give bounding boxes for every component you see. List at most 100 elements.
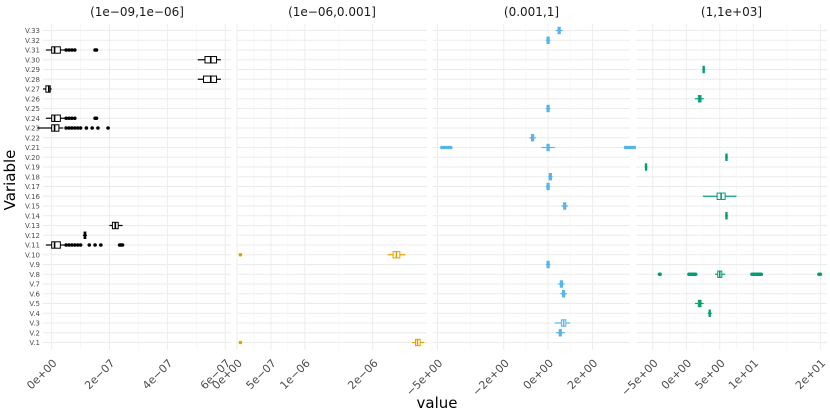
boxplot-v-17: [545, 182, 551, 191]
y-tick-label: V.18: [25, 173, 40, 181]
box-iqr: [51, 114, 61, 122]
outlier-point: [73, 126, 77, 130]
x-tick-label: 1e+01: [726, 357, 761, 392]
outlier-point: [73, 116, 77, 121]
y-tick-label: V.20: [25, 154, 40, 162]
y-tick-label: V.33: [25, 27, 40, 35]
outlier-point: [67, 243, 71, 247]
x-tick-label: 2e−07: [82, 357, 117, 392]
outlier-point: [106, 126, 110, 130]
boxplot-v-6: [560, 290, 567, 298]
x-tick-label: 4e−07: [140, 357, 175, 392]
outlier-point: [94, 48, 99, 52]
y-tick-label: V.7: [29, 281, 40, 289]
outlier-point: [73, 243, 77, 247]
boxplot-v-3: [554, 319, 571, 327]
boxplot-v-7: [558, 280, 565, 288]
x-tick-label: 0e+00: [521, 357, 556, 392]
boxplot-v-2: [555, 329, 565, 337]
outlier-point: [759, 272, 764, 277]
outlier-point: [64, 243, 68, 247]
outlier-point: [238, 340, 243, 345]
y-tick-label: V.26: [25, 95, 41, 103]
x-axis-title: value: [417, 394, 458, 412]
outlier-point: [818, 272, 823, 277]
y-tick-label: V.32: [25, 37, 40, 45]
facet-title: (0.001,1]: [504, 5, 559, 19]
outlier-point: [67, 48, 71, 52]
boxplot-v-31: [45, 46, 99, 54]
x-tick-label: −2e+00: [470, 357, 512, 399]
outlier-point: [658, 272, 662, 277]
boxplot-v-19: [644, 163, 648, 171]
x-tick-label: −5e+00: [404, 357, 446, 399]
x-tick-label: 0e+00: [24, 357, 59, 392]
y-tick-label: V.22: [25, 134, 40, 142]
y-tick-label: V.16: [25, 193, 41, 201]
x-tick-label: 1e−06: [277, 357, 312, 392]
boxplot-v-10: [238, 251, 406, 259]
boxplot-v-30: [197, 56, 221, 64]
y-tick-label: V.27: [25, 86, 40, 94]
y-tick-label: V.24: [25, 115, 41, 123]
y-axis-title: Variable: [1, 150, 19, 211]
boxplot-v-5: [694, 299, 704, 308]
outlier-point: [448, 145, 453, 150]
y-tick-label: V.23: [25, 125, 40, 133]
outlier-point: [70, 243, 74, 247]
boxplot-v-28: [197, 75, 221, 83]
facet-title: (1e−06,0.001]: [288, 5, 376, 19]
boxplot-v-18: [548, 173, 553, 181]
y-tick-label: V.12: [25, 232, 40, 240]
outlier-point: [99, 243, 103, 247]
boxplot-v-20: [725, 153, 728, 161]
x-tick-label: 2e+00: [565, 357, 600, 392]
outlier-point: [693, 272, 698, 277]
y-tick-label: V.4: [29, 310, 40, 318]
y-tick-label: V.2: [29, 329, 40, 337]
y-axis-tick-labels: V.1 V.2V.3 V.4 V.5 V.6V.7 V.8 V.9 V.10V.11 V.12 V…: [25, 27, 41, 347]
outlier-point: [93, 243, 97, 247]
x-tick-label: 2e−06: [345, 357, 380, 392]
boxplot-v-22: [529, 134, 536, 142]
y-tick-label: V.19: [25, 164, 40, 172]
outlier-point: [632, 145, 637, 150]
boxplot-v-16: [703, 192, 737, 200]
boxplot-v-12: [82, 231, 87, 239]
boxplot-v-24: [45, 114, 99, 122]
box-iqr: [51, 46, 61, 54]
y-tick-label: V.31: [25, 47, 40, 55]
outlier-point: [64, 48, 68, 52]
outlier-point: [87, 243, 92, 247]
facet-title: (1e−09,1e−06]: [90, 5, 184, 19]
outlier-point: [120, 243, 125, 247]
y-tick-label: V.6: [29, 290, 40, 298]
y-tick-label: V.11: [25, 242, 40, 250]
outlier-point: [75, 126, 80, 130]
y-tick-label: V.3: [29, 320, 40, 328]
facet-panels: V.1 V.2V.3 V.4 V.5 V.6V.7 V.8 V.9 V.10V.11 V.12 V…: [24, 5, 828, 399]
y-tick-label: V.13: [25, 222, 40, 230]
boxplot-v-14: [725, 212, 728, 220]
outlier-point: [78, 126, 83, 130]
x-tick-label: 0e+00: [659, 357, 694, 392]
outlier-point: [96, 126, 100, 130]
y-tick-label: V.21: [25, 144, 40, 152]
outlier-point: [67, 126, 71, 130]
outlier-point: [64, 116, 68, 121]
x-tick-label: 5e−07: [244, 357, 279, 392]
outlier-point: [238, 252, 243, 257]
boxplot-v-21: [440, 143, 637, 152]
outlier-point: [94, 116, 99, 121]
outlier-point: [75, 243, 80, 247]
boxplot-v-26: [694, 95, 704, 103]
y-tick-label: V.5: [29, 300, 40, 308]
outlier-point: [67, 116, 71, 121]
outlier-point: [70, 48, 74, 52]
boxplot-v-8: [657, 270, 823, 278]
boxplot-v-4: [707, 309, 712, 317]
boxplot-v-11: [45, 241, 125, 249]
